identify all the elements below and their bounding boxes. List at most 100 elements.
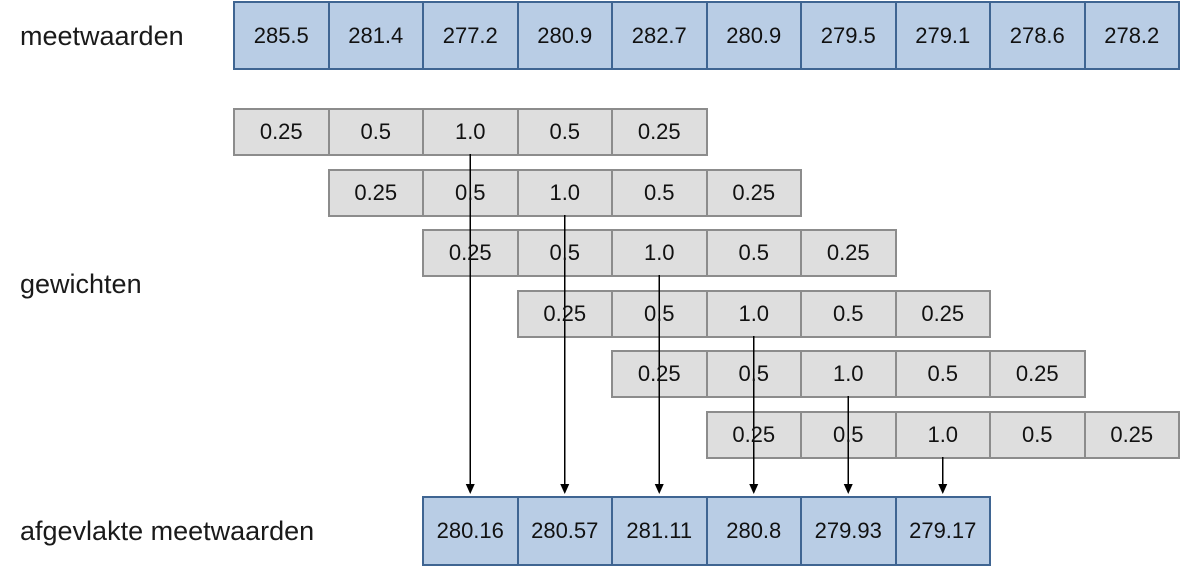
weight-cell: 0.25: [989, 350, 1086, 398]
smoothed-cell-value: 281.11: [626, 518, 693, 543]
weight-cell: 0.25: [1083, 411, 1180, 459]
measurement-cell: 278.6: [989, 1, 1086, 70]
measurement-cell: 279.5: [800, 1, 897, 70]
measurement-cell: 279.1: [894, 1, 991, 70]
smoothed-cell: 280.8: [705, 496, 802, 566]
measurement-cell: 277.2: [422, 1, 519, 70]
weight-cell: 0.25: [327, 169, 424, 217]
weight-cell-value: 0.25: [826, 240, 870, 265]
weight-cell: 1.0: [894, 411, 991, 459]
weight-cell: 1.0: [611, 229, 708, 277]
smoothed-cell: 281.11: [611, 496, 708, 566]
weight-cell: 0.5: [800, 411, 897, 459]
measurement-cell-value: 278.6: [1009, 22, 1065, 48]
weight-cell-value: 0.25: [637, 119, 681, 144]
arrow-head: [465, 484, 475, 494]
smoothed-label: afgevlakte meetwaarden: [20, 516, 315, 546]
arrow-head: [654, 484, 664, 494]
weight-cell-value: 0.25: [921, 301, 965, 326]
weight-cell: 0.5: [327, 108, 424, 156]
smoothed-cell: 280.16: [422, 496, 519, 566]
weight-cell-value: 1.0: [927, 422, 959, 447]
measurement-cell-value: 280.9: [537, 22, 593, 48]
smoothed-cell-value: 279.17: [909, 518, 977, 543]
measurement-cell-value: 277.2: [442, 22, 498, 48]
weight-cell: 1.0: [516, 169, 613, 217]
weight-cell-value: 0.5: [832, 301, 864, 326]
weight-cell: 0.5: [800, 290, 897, 338]
weight-cell-value: 0.5: [1021, 422, 1053, 447]
weight-cell: 0.5: [989, 411, 1086, 459]
weight-cell: 0.25: [233, 108, 330, 156]
measurement-cell-value: 279.1: [915, 22, 971, 48]
measurement-cell-value: 285.5: [253, 22, 309, 48]
measurement-cell-value: 278.2: [1104, 22, 1160, 48]
weight-cell: 0.5: [705, 229, 802, 277]
weights-label: gewichten: [20, 269, 142, 299]
arrow-head: [938, 484, 948, 494]
smoothed-cell-value: 280.16: [436, 518, 504, 543]
arrow-head: [749, 484, 759, 494]
weight-cell-value: 0.5: [549, 240, 581, 265]
measurement-cell: 285.5: [233, 1, 330, 70]
smoothed-cell: 279.17: [894, 496, 991, 566]
weight-cell-value: 0.5: [360, 119, 392, 144]
weight-cell-value: 0.5: [643, 180, 675, 205]
weight-cell: 0.25: [705, 411, 802, 459]
weight-cell-value: 0.25: [1110, 422, 1154, 447]
weight-cell: 0.5: [422, 169, 519, 217]
measurements-label: meetwaarden: [20, 21, 184, 51]
weight-cell-value: 0.5: [643, 301, 675, 326]
smoothed-cell-value: 280.8: [726, 518, 782, 543]
measurement-cell: 282.7: [611, 1, 708, 70]
weight-cell: 0.5: [516, 108, 613, 156]
weight-cell: 0.25: [800, 229, 897, 277]
weight-cell: 1.0: [800, 350, 897, 398]
arrow-head: [843, 484, 853, 494]
weight-cell-value: 0.5: [454, 180, 486, 205]
weight-cell-value: 0.5: [832, 422, 864, 447]
measurement-cell-value: 280.9: [726, 22, 782, 48]
measurement-cell-value: 279.5: [820, 22, 876, 48]
weight-cell: 0.25: [611, 350, 708, 398]
weight-cell: 0.5: [705, 350, 802, 398]
weight-cell-value: 0.25: [637, 361, 681, 386]
weight-cell: 0.25: [516, 290, 613, 338]
measurement-cell: 281.4: [327, 1, 424, 70]
weight-cell: 1.0: [422, 108, 519, 156]
weight-cell-value: 0.25: [732, 180, 776, 205]
weight-cell-value: 0.25: [354, 180, 398, 205]
weight-cell-value: 1.0: [832, 361, 864, 386]
measurement-cell-value: 282.7: [631, 22, 687, 48]
weight-cell: 0.25: [422, 229, 519, 277]
smoothed-cell-value: 279.93: [814, 518, 882, 543]
measurement-cell: 278.2: [1083, 1, 1180, 70]
arrow-head: [560, 484, 570, 494]
weight-cell: 0.25: [894, 290, 991, 338]
smoothed-cell: 279.93: [800, 496, 897, 566]
weight-cell: 0.5: [894, 350, 991, 398]
weight-cell: 0.25: [611, 108, 708, 156]
weight-cell: 0.5: [516, 229, 613, 277]
weight-cell-value: 0.25: [448, 240, 492, 265]
smoothed-cell: 280.57: [516, 496, 613, 566]
weight-cell: 1.0: [705, 290, 802, 338]
measurement-cell-value: 281.4: [348, 22, 404, 48]
weight-cell-value: 1.0: [549, 180, 581, 205]
weight-cell-value: 0.25: [259, 119, 303, 144]
weight-cell-value: 0.25: [732, 422, 776, 447]
weight-cell: 0.5: [611, 169, 708, 217]
weight-cell-value: 1.0: [643, 240, 675, 265]
weight-cell-value: 0.5: [927, 361, 959, 386]
weight-cell-value: 0.5: [549, 119, 581, 144]
weight-cell: 0.25: [705, 169, 802, 217]
weight-cell: 0.5: [611, 290, 708, 338]
weight-cell-value: 1.0: [738, 301, 770, 326]
weight-cell-value: 0.5: [738, 361, 770, 386]
measurement-cell: 280.9: [705, 1, 802, 70]
weight-cell-value: 0.25: [543, 301, 587, 326]
weight-cell-value: 0.25: [1015, 361, 1059, 386]
measurement-cell: 280.9: [516, 1, 613, 70]
smoothed-cell-value: 280.57: [531, 518, 599, 543]
